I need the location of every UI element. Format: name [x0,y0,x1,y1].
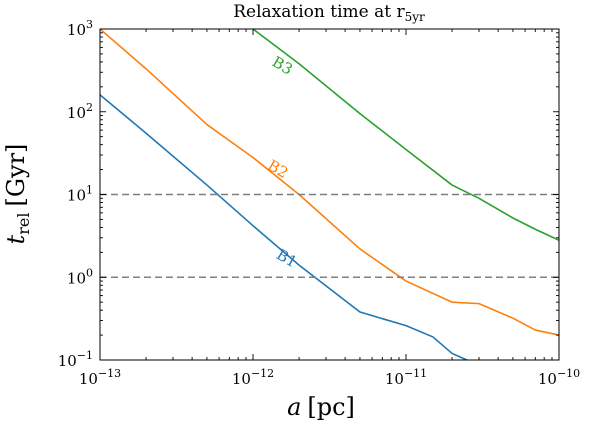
x-tick-label: 10−13 [79,367,121,388]
series-label-b3: B3 [269,53,296,79]
x-tick-label: 10−12 [232,367,274,388]
y-tick-label: 103 [67,18,93,39]
y-tick-label: 101 [67,184,93,205]
y-tick-label: 10−1 [58,349,93,370]
y-axis-label: trel[Gyr] [2,144,33,245]
y-tick-label: 102 [67,101,93,122]
series-line-b3 [252,29,559,241]
x-tick-label: 10−11 [385,367,427,388]
x-tick-label: 10−10 [538,367,580,388]
reference-lines [100,193,559,278]
axes: 10−13 10−12 10−11 10−10 10−1 100 101 102 103 [58,18,580,388]
chart-title: Relaxation time at r5yr [233,2,425,24]
series-label-b2: B2 [264,156,291,182]
series-label-b1: B1 [273,245,300,271]
series-line-b2 [100,29,559,336]
y-tick-label: 100 [67,266,93,287]
x-axis-label: a [pc] [287,393,355,421]
series-line-b1 [100,94,468,360]
